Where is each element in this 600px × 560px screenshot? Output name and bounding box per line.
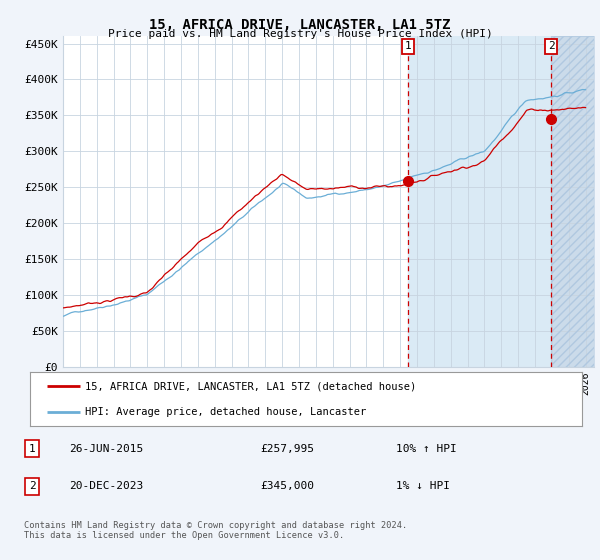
Text: 2: 2 xyxy=(548,41,554,52)
Text: Contains HM Land Registry data © Crown copyright and database right 2024.
This d: Contains HM Land Registry data © Crown c… xyxy=(24,521,407,540)
Text: Price paid vs. HM Land Registry's House Price Index (HPI): Price paid vs. HM Land Registry's House … xyxy=(107,29,493,39)
Text: 20-DEC-2023: 20-DEC-2023 xyxy=(69,482,143,491)
Text: 1: 1 xyxy=(29,444,35,454)
Bar xyxy=(408,36,594,367)
Text: 26-JUN-2015: 26-JUN-2015 xyxy=(69,444,143,454)
Text: 10% ↑ HPI: 10% ↑ HPI xyxy=(396,444,457,454)
Text: 15, AFRICA DRIVE, LANCASTER, LA1 5TZ: 15, AFRICA DRIVE, LANCASTER, LA1 5TZ xyxy=(149,18,451,32)
Text: 1% ↓ HPI: 1% ↓ HPI xyxy=(396,482,450,491)
Text: £345,000: £345,000 xyxy=(260,482,314,491)
Text: HPI: Average price, detached house, Lancaster: HPI: Average price, detached house, Lanc… xyxy=(85,407,367,417)
Text: £257,995: £257,995 xyxy=(260,444,314,454)
Text: 2: 2 xyxy=(29,482,35,491)
Text: 1: 1 xyxy=(405,41,412,52)
Text: 15, AFRICA DRIVE, LANCASTER, LA1 5TZ (detached house): 15, AFRICA DRIVE, LANCASTER, LA1 5TZ (de… xyxy=(85,381,416,391)
